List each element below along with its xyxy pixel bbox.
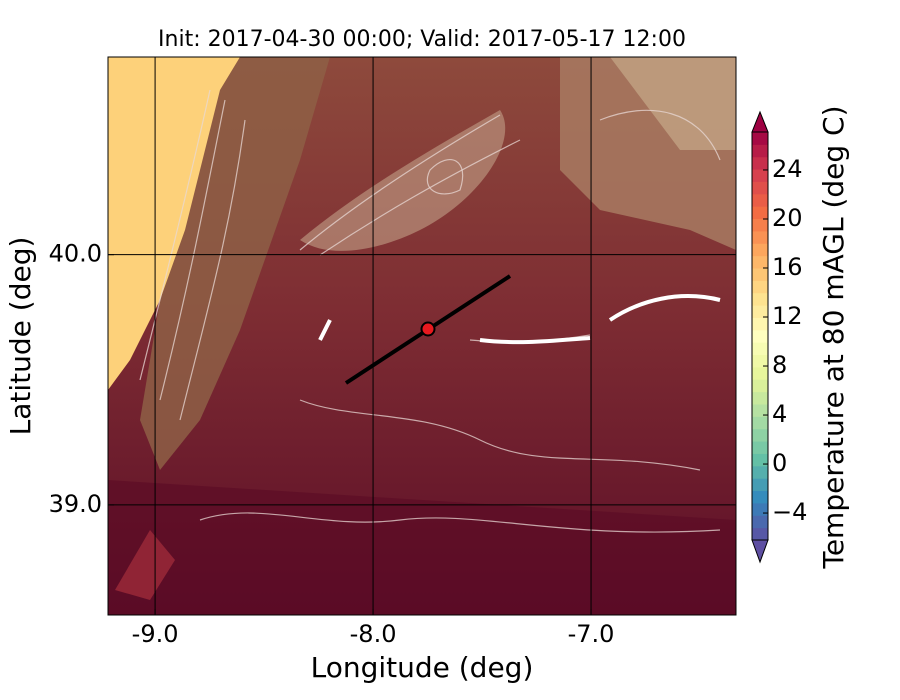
colorbar-band — [752, 379, 768, 393]
cross-section-center — [420, 321, 436, 337]
colorbar-tick-label: 4 — [772, 400, 787, 428]
plot-frame — [107, 56, 737, 616]
x-tick-label: -9.0 — [132, 620, 179, 648]
colorbar-tick-label: 20 — [772, 204, 803, 232]
grid — [108, 57, 736, 615]
colorbar-band — [752, 478, 768, 492]
colorbar-band — [752, 490, 768, 504]
colorbar-tick-label: 16 — [772, 253, 803, 281]
colorbar-label: Temperature at 80 mAGL (deg C) — [817, 105, 850, 569]
colorbar-band — [752, 243, 768, 257]
colorbar-extend-max — [751, 110, 769, 133]
colorbar-frame — [751, 131, 769, 541]
colorbar-band — [752, 280, 768, 294]
colorbar-band — [752, 527, 768, 541]
x-tick-label: -7.0 — [568, 620, 615, 648]
colorbar-band — [752, 255, 768, 269]
colorbar-band — [752, 317, 768, 331]
y-tick-label: 40.0 — [49, 240, 102, 268]
colorbar-band — [752, 354, 768, 368]
colorbar-tick-label: 0 — [772, 449, 787, 477]
colorbar: −4 0 4 8 12 16 20 24 — [751, 110, 807, 564]
colorbar-band — [752, 181, 768, 195]
colorbar-band — [752, 132, 768, 145]
chart-title: Init: 2017-04-30 00:00; Valid: 2017-05-1… — [158, 27, 686, 52]
y-axis-label: Latitude (deg) — [4, 237, 37, 436]
colorbar-band — [752, 169, 768, 182]
colorbar-band — [752, 268, 768, 281]
x-axis-label: Longitude (deg) — [311, 651, 534, 684]
colorbar-band — [752, 404, 768, 417]
colorbar-band — [752, 465, 768, 479]
map-field — [108, 57, 736, 615]
colorbar-band — [752, 416, 768, 430]
colorbar-tick-label: −4 — [772, 498, 807, 526]
colorbar-band — [752, 515, 768, 529]
colorbar-band — [752, 292, 768, 306]
colorbar-tick-label: 12 — [772, 302, 803, 330]
colorbar-extend-min — [751, 539, 769, 564]
x-tick-label: -8.0 — [350, 620, 397, 648]
colorbar-band — [752, 441, 768, 454]
colorbar-band — [752, 193, 768, 207]
colorbar-band — [752, 391, 768, 405]
colorbar-band — [752, 428, 768, 442]
colorbar-band — [752, 342, 768, 356]
colorbar-band — [752, 502, 768, 516]
colorbar-band — [752, 218, 768, 232]
colorbar-band — [752, 206, 768, 220]
colorbar-band — [752, 329, 768, 343]
y-tick-label: 39.0 — [49, 490, 102, 518]
colorbar-band — [752, 230, 768, 244]
colorbar-band — [752, 305, 768, 318]
colorbar-band — [752, 366, 768, 380]
colorbar-band — [752, 156, 768, 170]
colorbar-band — [752, 144, 768, 158]
colorbar-band — [752, 453, 768, 467]
colorbar-tick-label: 8 — [772, 351, 787, 379]
colorbar-tick-label: 24 — [772, 155, 803, 183]
